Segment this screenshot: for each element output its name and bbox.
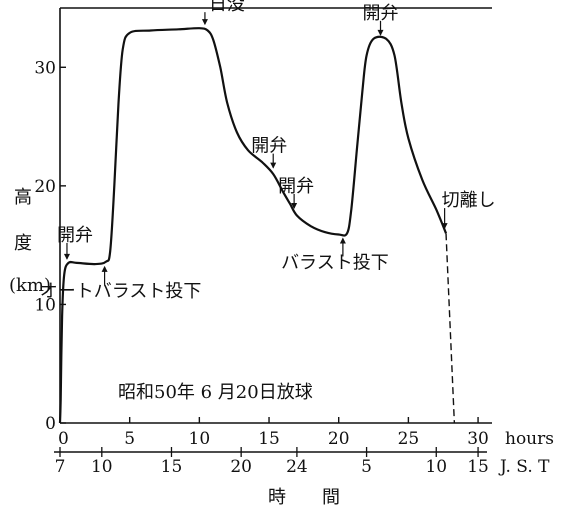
annotation-label: 開弁: [278, 176, 314, 197]
annotation-arrow: [291, 202, 298, 209]
x-tick-label: 15: [258, 429, 280, 449]
jst-unit: J. S. T: [498, 457, 550, 477]
annotation-label: オートバラスト投下: [40, 281, 202, 302]
x-tick-label: 20: [328, 429, 350, 449]
jst-tick-label: 15: [161, 457, 183, 477]
x-tick-label: 30: [467, 429, 489, 449]
annotation-arrow: [270, 162, 277, 169]
annotation-label: 日没: [209, 0, 245, 15]
jst-tick-label: 10: [91, 457, 113, 477]
plot-frame: [59, 7, 492, 424]
annotation-label: バラスト投下: [281, 252, 389, 273]
annotation-arrow: [63, 253, 70, 260]
jst-tick-label: 10: [425, 457, 447, 477]
y-tick-label: 30: [34, 58, 56, 78]
annotation-arrow: [441, 223, 448, 230]
altitude-line: [58, 27, 448, 424]
jst-tick-label: 24: [286, 457, 308, 477]
y-axis-unit: (km): [9, 275, 51, 296]
chart-caption: 昭和50年 6 月20日放球: [118, 382, 313, 403]
x-axis-label: 時 間: [268, 487, 340, 508]
y-tick-label: 10: [34, 295, 56, 315]
y-axis-label-bottom: 度: [14, 233, 32, 254]
annotation-label: 開弁: [57, 225, 93, 246]
y-axis-label-top: 高: [14, 187, 32, 208]
x-axis-unit: hours: [505, 429, 554, 449]
y-tick-label: 20: [34, 177, 56, 197]
jst-tick-label: 20: [230, 457, 252, 477]
annotation-arrow: [101, 265, 108, 272]
axis-ticks: 0 10 20 30 0 5 10 15 20 25 30 7 10 15 20 24 5 10 15: [34, 58, 489, 477]
annotation-label: 開弁: [251, 136, 287, 157]
annotation-arrow: [339, 237, 346, 244]
series-layer: [58, 27, 456, 424]
cutoff-fall-line: [445, 233, 456, 424]
y-tick-label: 0: [45, 414, 56, 434]
jst-tick-label: 5: [361, 457, 372, 477]
x-tick-label: 10: [189, 429, 211, 449]
annotation-arrow: [377, 29, 384, 36]
annotation-label: 切離し: [442, 190, 496, 211]
annotation-label: 開弁: [363, 3, 399, 24]
x-tick-label: 5: [124, 429, 135, 449]
annotation-arrow: [201, 19, 208, 26]
x-tick-label: 0: [58, 429, 69, 449]
x-tick-label: 25: [398, 429, 420, 449]
jst-tick-label: 15: [467, 457, 489, 477]
jst-tick-label: 7: [55, 457, 66, 477]
